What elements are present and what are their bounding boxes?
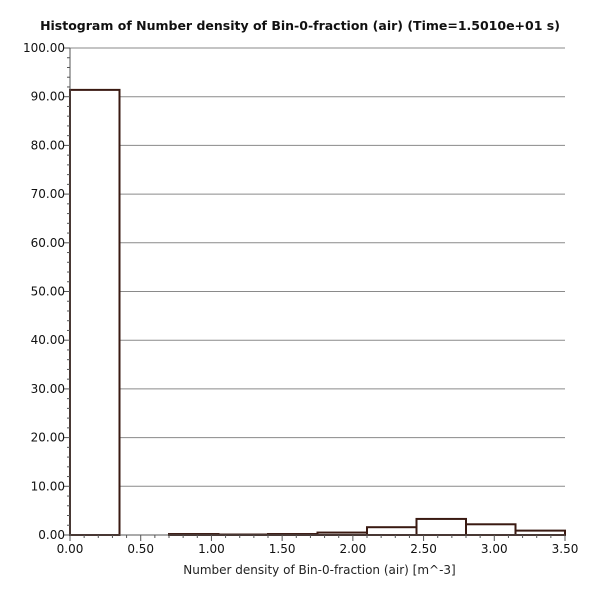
- histogram-bar: [465, 523, 517, 537]
- y-tick-label: 40.00: [31, 333, 65, 347]
- y-tick-label: 60.00: [31, 236, 65, 250]
- histogram-bar: [514, 529, 566, 537]
- y-tick-label: 80.00: [31, 138, 65, 152]
- y-tick-label: 50.00: [31, 285, 65, 299]
- histogram-bar: [366, 526, 418, 537]
- tick-labels: 0.00 10.00 20.00 30.00 40.00 50.00 60.00 70.00 8…: [23, 41, 578, 556]
- chart-title: Histogram of Number density of Bin-0-fra…: [40, 18, 560, 33]
- y-tick-label: 100.00: [23, 41, 65, 55]
- x-tick-label: 3.00: [481, 542, 508, 556]
- x-tick-label: 0.00: [57, 542, 84, 556]
- y-tick-label: 0.00: [38, 528, 65, 542]
- histogram-bar: [415, 517, 467, 537]
- x-tick-label: 2.00: [339, 542, 366, 556]
- x-tick-label: 2.50: [410, 542, 437, 556]
- y-tick-label: 10.00: [31, 479, 65, 493]
- x-tick-label: 0.50: [127, 542, 154, 556]
- histogram-bars: [69, 88, 566, 537]
- y-tick-label: 20.00: [31, 431, 65, 445]
- x-tick-label: 3.50: [552, 542, 579, 556]
- x-tick-label: 1.00: [198, 542, 225, 556]
- histogram-bar: [69, 88, 121, 537]
- axes: [64, 47, 566, 541]
- y-tick-label: 90.00: [31, 90, 65, 104]
- y-tick-label: 70.00: [31, 187, 65, 201]
- x-tick-label: 1.50: [269, 542, 296, 556]
- grid-lines: [70, 47, 565, 487]
- x-axis-title: Number density of Bin-0-fraction (air) […: [183, 563, 455, 577]
- y-tick-label: 30.00: [31, 382, 65, 396]
